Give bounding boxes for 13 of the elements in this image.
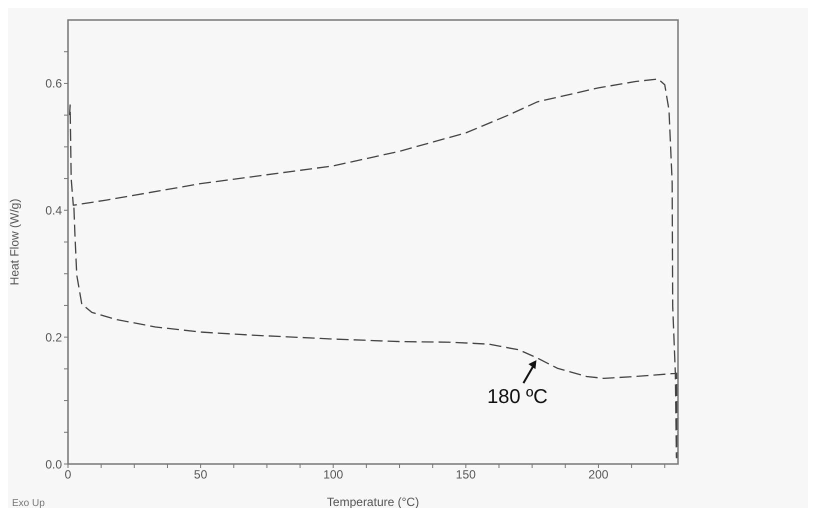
x-tick-label: 0 [64,468,72,482]
text: Exo Up [12,498,46,509]
y-tick-label: 0.4 [45,204,62,218]
line-series [68,78,678,458]
y-tick-label: 0.6 [45,76,62,91]
y-tick-label: 0.0 [45,457,62,472]
y-axis-title: Heat Flow (W/g) [7,198,22,286]
y-tick-label: 0.2 [45,330,62,344]
annotation: 180 ºC [487,386,548,408]
x-tick-label: 50 [194,468,208,482]
x-tick-label: 100 [323,468,344,482]
x-tick-label: 150 [456,468,476,482]
x-tick-label: 200 [588,468,609,482]
